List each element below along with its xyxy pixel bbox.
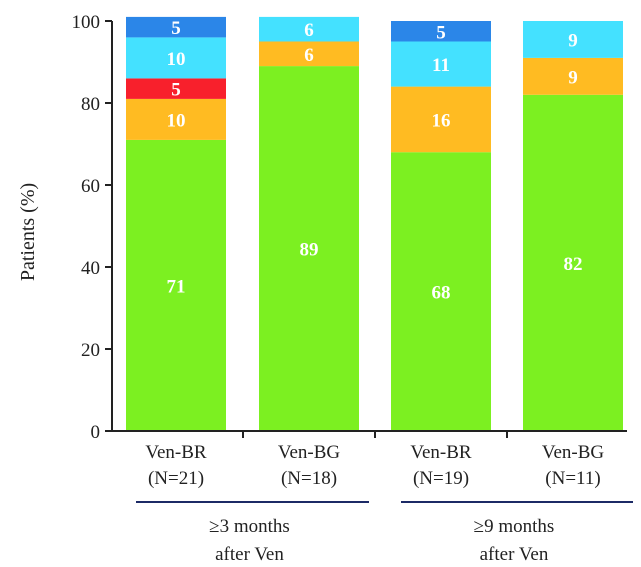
group-label: after Ven (480, 544, 549, 565)
x-tick-label: Ven-BG (542, 442, 605, 463)
y-tick-label: 60 (81, 176, 100, 197)
bar-data-label: 11 (432, 55, 450, 76)
x-tick-label: (N=11) (545, 468, 600, 489)
group-label: ≥9 months (474, 516, 555, 537)
bar-data-label: 6 (304, 20, 314, 41)
x-tick-label: (N=21) (148, 468, 204, 489)
bar-data-label: 9 (568, 30, 578, 51)
bar-data-label: 5 (436, 22, 446, 43)
bar-data-label: 5 (171, 80, 181, 101)
x-tick-label: Ven-BG (278, 442, 341, 463)
y-tick-label: 40 (81, 258, 100, 279)
bar-data-label: 71 (167, 276, 186, 297)
y-axis-label: Patients (%) (17, 183, 39, 281)
x-tick-label: Ven-BR (410, 442, 472, 463)
y-tick-label: 100 (72, 12, 101, 33)
x-tick-label: (N=19) (413, 468, 469, 489)
x-tick-label: (N=18) (281, 468, 337, 489)
group-label: ≥3 months (209, 516, 290, 537)
bar-data-label: 9 (568, 67, 578, 88)
bar-data-label: 82 (564, 254, 583, 275)
x-tick-label: Ven-BR (145, 442, 207, 463)
bar-data-label: 5 (171, 18, 181, 39)
bar-data-label: 10 (167, 110, 186, 131)
bar-data-label: 89 (300, 240, 319, 261)
bar-data-label: 10 (167, 49, 186, 70)
y-tick-label: 80 (81, 94, 100, 115)
bar-data-label: 16 (432, 110, 451, 131)
y-tick-label: 20 (81, 340, 100, 361)
bar-data-label: 6 (304, 45, 314, 66)
group-label: after Ven (215, 544, 284, 565)
bar-data-label: 68 (432, 283, 451, 304)
y-tick-label: 0 (91, 422, 101, 443)
